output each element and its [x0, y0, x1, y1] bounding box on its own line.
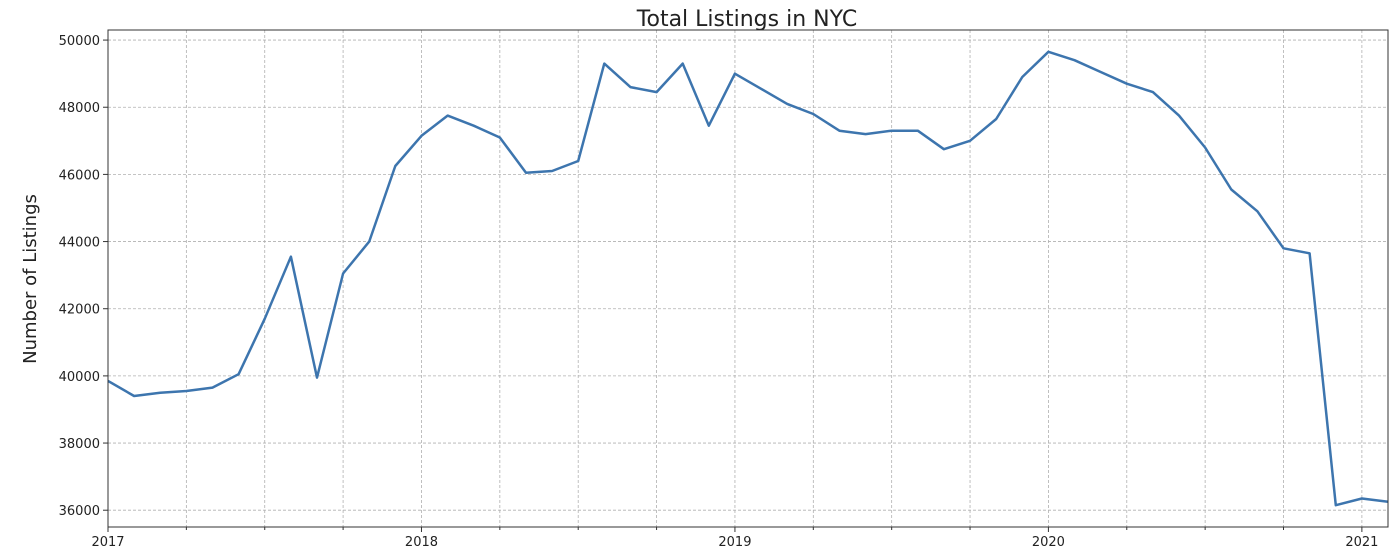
y-tick-label: 38000 — [59, 437, 100, 452]
y-tick-label: 50000 — [59, 34, 100, 49]
x-tick-label: 2018 — [405, 535, 438, 550]
y-tick-label: 36000 — [59, 504, 100, 519]
y-tick-label: 40000 — [59, 370, 100, 385]
grid — [107, 30, 1388, 527]
plot-frame — [107, 29, 1389, 528]
y-tick-label: 46000 — [59, 168, 100, 183]
y-tick-label: 48000 — [59, 101, 100, 116]
chart-title: Total Listings in NYC — [636, 7, 857, 32]
x-tick-label: 2021 — [1345, 535, 1378, 550]
y-axis-label: Number of Listings — [20, 194, 41, 364]
x-tick-label: 2019 — [718, 535, 751, 550]
x-tick-label: 2020 — [1032, 535, 1065, 550]
y-tick-label: 44000 — [59, 236, 100, 251]
series-line — [107, 50, 1389, 507]
y-tick-label: 42000 — [59, 303, 100, 318]
axis-ticks: 2017 2018 2019 2020 2021 36000 38000 40000 42000… — [59, 34, 1379, 550]
x-tick-label: 2017 — [91, 535, 124, 550]
